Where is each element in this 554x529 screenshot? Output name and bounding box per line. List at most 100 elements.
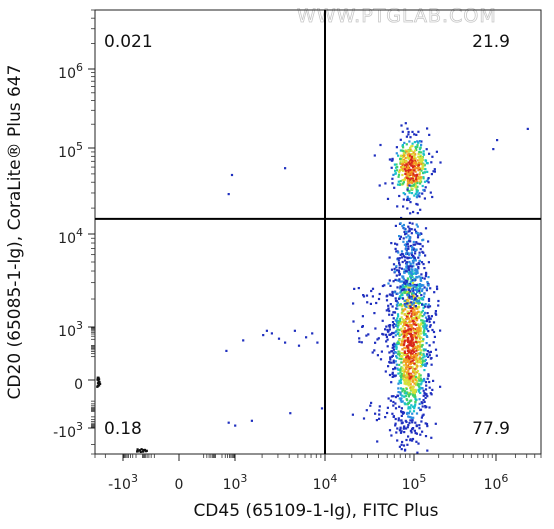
event-dot xyxy=(396,439,399,442)
event-dot xyxy=(430,363,433,366)
event-dot xyxy=(410,317,413,320)
event-dot xyxy=(390,166,393,169)
event-dot xyxy=(375,301,378,305)
event-dot xyxy=(395,431,398,434)
event-dot xyxy=(418,329,421,332)
event-dot xyxy=(408,140,411,143)
event-dot xyxy=(413,323,416,326)
event-dot xyxy=(386,411,389,415)
event-dot xyxy=(422,338,425,341)
event-dot xyxy=(412,210,415,214)
event-dot xyxy=(399,157,402,160)
event-dot xyxy=(411,288,414,291)
event-dot xyxy=(371,295,374,298)
event-dot xyxy=(411,428,414,431)
event-dot xyxy=(419,377,422,380)
event-dot xyxy=(412,183,415,186)
event-dot xyxy=(411,361,414,364)
event-dot xyxy=(439,329,442,332)
event-dot xyxy=(406,195,409,198)
event-dot xyxy=(413,382,416,385)
event-dot xyxy=(394,396,398,399)
event-dot xyxy=(411,268,414,271)
event-dot xyxy=(378,417,381,420)
event-dot xyxy=(426,395,429,398)
event-dot xyxy=(411,312,414,315)
event-dot xyxy=(410,375,413,378)
event-dot xyxy=(401,293,404,296)
event-dot xyxy=(421,380,424,383)
event-dot xyxy=(418,168,421,171)
event-dot xyxy=(407,268,410,271)
event-dot xyxy=(388,328,391,331)
event-dot xyxy=(371,287,375,290)
event-dot xyxy=(409,286,412,289)
event-dot xyxy=(409,256,413,259)
event-dot xyxy=(378,184,381,187)
event-dot xyxy=(410,192,414,195)
event-dot xyxy=(395,351,398,354)
event-dot xyxy=(422,332,425,335)
event-dot xyxy=(392,359,395,362)
event-dot xyxy=(420,416,423,419)
event-dot xyxy=(428,316,431,319)
event-dot xyxy=(362,294,365,297)
event-dot xyxy=(409,275,412,278)
event-dot xyxy=(405,323,408,327)
event-dot xyxy=(410,279,413,282)
event-dot xyxy=(392,395,395,398)
event-dot xyxy=(417,177,420,180)
event-dot xyxy=(408,283,412,286)
event-dot xyxy=(392,263,396,266)
event-dot xyxy=(407,247,410,250)
event-dot xyxy=(417,442,420,445)
event-dot xyxy=(396,243,399,246)
event-dot xyxy=(425,334,428,338)
event-dot xyxy=(415,163,418,166)
event-dot xyxy=(399,291,402,294)
event-dot xyxy=(416,301,419,304)
event-dot xyxy=(418,148,421,151)
event-dot xyxy=(419,181,422,184)
event-dot xyxy=(415,248,418,251)
event-dot xyxy=(401,421,404,424)
event-dot xyxy=(408,237,412,240)
event-dot xyxy=(407,384,410,387)
event-dot xyxy=(430,436,433,439)
event-dot xyxy=(424,348,427,351)
event-dot xyxy=(403,351,406,354)
event-dot xyxy=(413,362,416,365)
event-dot xyxy=(426,350,429,353)
event-dot xyxy=(408,332,411,335)
event-dot xyxy=(419,327,423,330)
event-dot xyxy=(409,265,412,268)
event-dot xyxy=(415,412,419,415)
event-dot xyxy=(395,324,398,327)
event-dot xyxy=(409,399,412,402)
event-dot xyxy=(414,182,417,185)
event-dot xyxy=(386,345,389,348)
event-dot xyxy=(425,179,428,183)
event-dot xyxy=(408,301,411,304)
event-dot xyxy=(413,370,416,373)
event-dot xyxy=(413,158,416,161)
event-dot xyxy=(431,195,434,199)
event-dot xyxy=(424,275,427,278)
event-dot xyxy=(400,448,403,451)
event-dot xyxy=(422,263,425,266)
event-dot xyxy=(418,287,421,290)
event-dot xyxy=(413,429,416,432)
event-dot xyxy=(384,328,387,331)
event-dot xyxy=(414,184,418,187)
event-dot xyxy=(423,292,426,295)
event-dot xyxy=(423,333,426,336)
event-dot xyxy=(320,407,324,410)
event-dot xyxy=(406,291,409,294)
event-dot xyxy=(399,160,402,163)
event-dot xyxy=(406,300,409,303)
event-dot xyxy=(96,385,99,388)
event-dot xyxy=(388,333,391,336)
quadrant-percent-top-right: 21.9 xyxy=(472,32,510,52)
event-dot xyxy=(406,336,410,340)
